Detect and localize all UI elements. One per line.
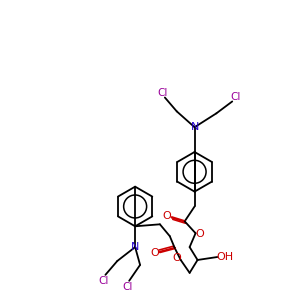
Text: O: O [151,248,159,258]
Text: N: N [131,242,139,252]
Text: Cl: Cl [158,88,168,98]
Text: Cl: Cl [98,276,109,286]
Text: Cl: Cl [122,282,132,292]
Text: O: O [195,229,204,239]
Text: O: O [163,212,171,221]
Text: O: O [172,253,181,263]
Text: OH: OH [217,252,234,262]
Text: N: N [190,122,199,132]
Text: Cl: Cl [230,92,240,101]
